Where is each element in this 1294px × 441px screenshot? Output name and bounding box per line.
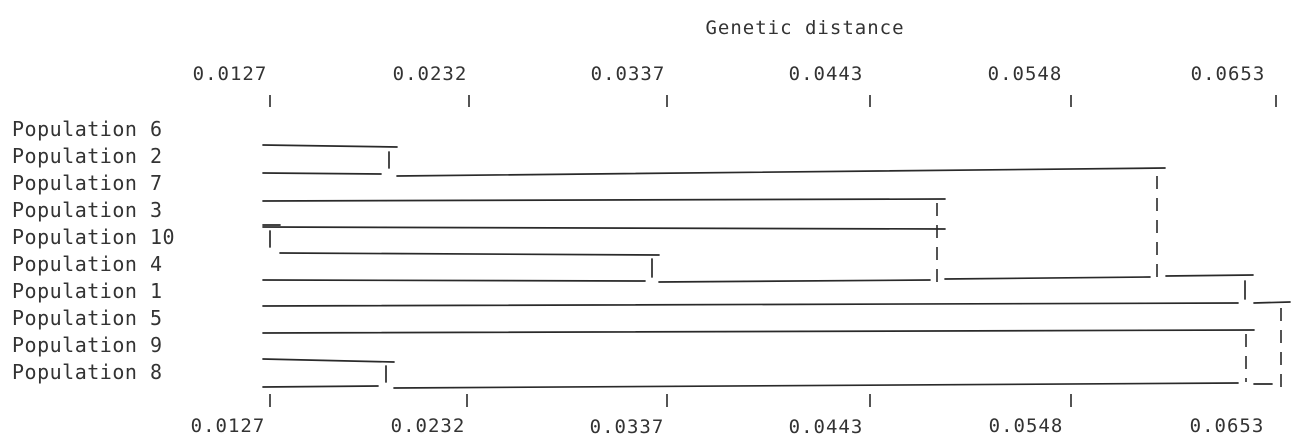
chart-title: Genetic distance <box>705 17 904 39</box>
population-label: Population 3 <box>12 198 163 222</box>
branch-population-3 <box>262 226 946 230</box>
population-labels: Population 6 Population 2 Population 7 P… <box>12 117 175 384</box>
tree-branches <box>262 144 1291 392</box>
population-label: Population 9 <box>12 333 163 357</box>
branch-population-4 <box>262 279 646 282</box>
branch-cluster-9-8 <box>393 382 1239 389</box>
branch-population-10 <box>279 252 660 256</box>
bottom-tick-label: 0.0548 <box>989 415 1064 437</box>
bottom-tick-label: 0.0443 <box>789 416 864 438</box>
population-label: Population 8 <box>12 360 163 384</box>
top-tick-label: 0.0443 <box>789 63 864 85</box>
population-label: Population 6 <box>12 117 163 141</box>
branch-cluster-3-10-4 <box>944 276 1151 280</box>
top-tick-label: 0.0232 <box>393 63 468 85</box>
branch-population-5 <box>262 329 1255 334</box>
branch-population-1 <box>262 302 1239 307</box>
top-axis: 0.0127 0.0232 0.0337 0.0443 0.0548 0.065… <box>193 63 1277 107</box>
bottom-tick-label: 0.0232 <box>391 415 466 437</box>
bottom-tick-label: 0.0337 <box>590 416 665 438</box>
population-label: Population 10 <box>12 225 175 249</box>
branch-cluster-10-4 <box>658 279 931 283</box>
branch-cluster-upper-1 <box>1253 301 1291 304</box>
top-tick-label: 0.0337 <box>591 63 666 85</box>
population-label: Population 7 <box>12 171 163 195</box>
branch-population-7 <box>262 198 946 202</box>
population-label: Population 2 <box>12 144 163 168</box>
branch-population-6 <box>262 144 398 148</box>
top-tick-label: 0.0653 <box>1191 63 1266 85</box>
branch-population-9 <box>262 358 395 363</box>
population-label: Population 1 <box>12 279 163 303</box>
branch-upper-cluster <box>1165 274 1254 277</box>
branch-cluster-6-2 <box>396 167 1166 177</box>
population-label: Population 4 <box>12 252 163 276</box>
bottom-axis: 0.0127 0.0232 0.0337 0.0443 0.0548 0.065… <box>191 394 1265 438</box>
bottom-tick-label: 0.0653 <box>1190 415 1265 437</box>
bottom-tick-label: 0.0127 <box>191 415 266 437</box>
top-tick-label: 0.0548 <box>988 63 1063 85</box>
branch-population-2 <box>262 172 382 175</box>
branch-population-8 <box>262 385 379 388</box>
population-label: Population 5 <box>12 306 163 330</box>
top-tick-label: 0.0127 <box>193 63 268 85</box>
